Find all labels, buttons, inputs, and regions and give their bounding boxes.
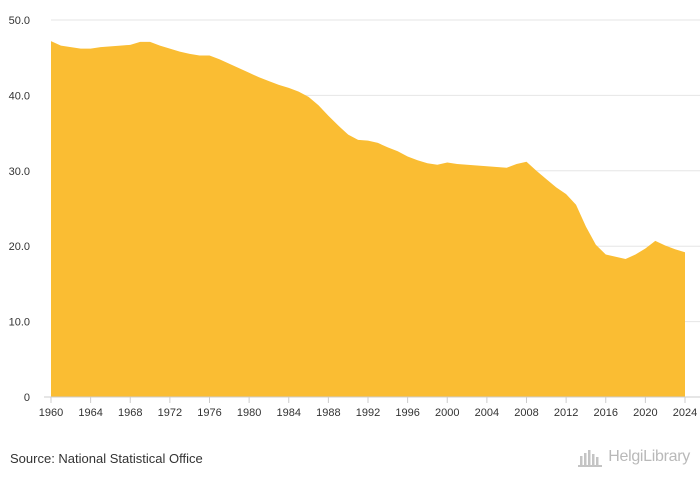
y-tick-label: 50.0: [9, 15, 30, 27]
y-tick-label: 20.0: [9, 241, 30, 253]
library-icon: [578, 450, 603, 467]
brand-name: HelgiLibrary: [608, 448, 690, 465]
x-tick-label: 1964: [78, 407, 102, 419]
x-tick-label: 1984: [277, 407, 301, 419]
brand-logo: HelgiLibrary: [578, 447, 690, 467]
y-tick-label: 0: [24, 392, 30, 404]
x-tick-label: 1968: [118, 407, 142, 419]
x-tick-label: 2008: [514, 407, 538, 419]
x-tick-label: 1976: [197, 407, 221, 419]
area-chart: 0 10.0 20.0 30.0 40.0 50.0 1960 1964 1968 1972 197…: [9, 15, 700, 419]
x-tick-label: 2024: [673, 407, 697, 419]
x-tick-label: 1996: [395, 407, 419, 419]
x-tick-label: 2004: [475, 407, 499, 419]
axes: 0 10.0 20.0 30.0 40.0 50.0 1960 1964 1968 1972 197…: [9, 15, 700, 419]
x-tick-label: 1988: [316, 407, 340, 419]
series-area: [51, 41, 685, 398]
x-tick-label: 2000: [435, 407, 459, 419]
y-tick-label: 10.0: [9, 317, 30, 329]
data-series: [50, 41, 686, 398]
x-tick-label: 1972: [158, 407, 182, 419]
y-tick-label: 40.0: [9, 90, 30, 102]
source-note: Source: National Statistical Office: [10, 451, 203, 466]
x-tick-label: 1992: [356, 407, 380, 419]
x-tick-label: 1980: [237, 407, 261, 419]
x-tick-label: 2012: [554, 407, 578, 419]
x-tick-label: 2020: [633, 407, 657, 419]
x-tick-label: 1960: [39, 407, 63, 419]
y-tick-label: 30.0: [9, 166, 30, 178]
x-tick-label: 2016: [594, 407, 618, 419]
